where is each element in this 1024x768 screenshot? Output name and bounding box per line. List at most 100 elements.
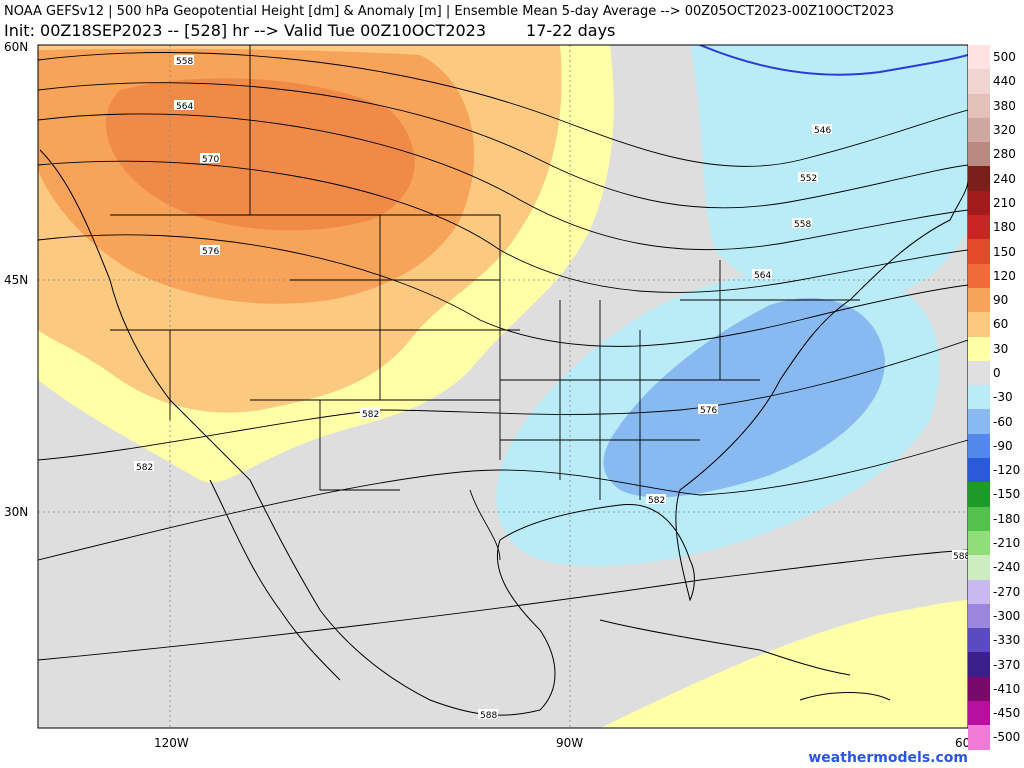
colorbar-swatch [968, 93, 990, 118]
lon-label-120w: 120W [154, 736, 189, 750]
colorbar-label: 150 [993, 244, 1016, 259]
colorbar-level: -270 [968, 579, 1024, 604]
colorbar-swatch [968, 69, 990, 94]
colorbar-label: -90 [993, 438, 1013, 453]
lon-label-90w: 90W [556, 736, 584, 750]
colorbar-label: -30 [993, 390, 1013, 405]
colorbar-level: -180 [968, 506, 1024, 531]
colorbar-level: -330 [968, 628, 1024, 653]
colorbar-label: -60 [993, 414, 1013, 429]
colorbar-label: 0 [993, 366, 1001, 380]
colorbar-label: 30 [993, 341, 1009, 356]
colorbar-level: -300 [968, 603, 1024, 629]
colorbar-label: 500 [993, 50, 1016, 65]
colorbar-swatch [968, 287, 990, 313]
coastlines [39, 149, 968, 716]
colorbar-label: 180 [993, 220, 1016, 235]
contour-label: 582 [362, 410, 379, 420]
colorbar-level: 320 [968, 117, 1024, 143]
colorbar-label: -120 [993, 463, 1021, 478]
colorbar-level: 210 [968, 190, 1024, 216]
colorbar-swatch [968, 506, 990, 531]
lat-label-45n: 45N [4, 273, 29, 287]
colorbar-swatch [968, 215, 990, 240]
colorbar-swatch [968, 555, 990, 580]
colorbar-swatch [968, 142, 990, 167]
colorbar-swatch [968, 117, 990, 143]
colorbar-label: -300 [993, 608, 1021, 623]
colorbar-swatch [968, 652, 990, 677]
height-contours [38, 45, 968, 661]
colorbar-level: -450 [968, 701, 1024, 726]
colorbar-level: 180 [968, 215, 1024, 240]
contour-label: 558 [794, 220, 811, 230]
colorbar-swatch [968, 190, 990, 216]
map-canvas: 558 564 570 576 582 582 546 552 558 564 … [37, 44, 968, 729]
colorbar-label: -240 [993, 560, 1021, 575]
title-line-2: Init: 00Z18SEP2023 -- [528] hr --> Valid… [4, 21, 615, 40]
colorbar-level: -240 [968, 555, 1024, 580]
colorbar-swatch [968, 263, 990, 288]
colorbar-level: 0 [968, 360, 1024, 386]
colorbar-level: -90 [968, 433, 1024, 459]
colorbar-swatch [968, 725, 990, 750]
colorbar-level: 240 [968, 166, 1024, 191]
colorbar-label: -180 [993, 511, 1021, 526]
colorbar-swatch [968, 409, 990, 434]
contour-label: 588 [480, 711, 497, 721]
contour-label: 564 [176, 102, 193, 112]
colorbar-swatch [968, 603, 990, 629]
negative-anomaly-60 [603, 298, 885, 498]
contour-labels: 558 564 570 576 582 582 546 552 558 564 … [134, 55, 968, 721]
contour-label: 564 [754, 271, 771, 281]
colorbar-swatch [968, 336, 990, 361]
colorbar-level: -60 [968, 409, 1024, 434]
credit-text: weathermodels.com [808, 750, 968, 766]
lon-label-60w: 60 [955, 736, 971, 750]
colorbar-label: 60 [993, 317, 1009, 332]
contour-label: 582 [136, 463, 153, 473]
colorbar-swatch [968, 530, 990, 556]
colorbar-swatch [968, 482, 990, 507]
colorbar-label: 320 [993, 123, 1016, 138]
contour-label: 552 [800, 174, 817, 184]
colorbar-level: 280 [968, 142, 1024, 167]
colorbar-label: -450 [993, 706, 1021, 721]
title-line-1: NOAA GEFSv12 | 500 hPa Geopotential Heig… [4, 4, 895, 19]
colorbar-level: 380 [968, 93, 1024, 118]
colorbar-label: 240 [993, 171, 1016, 186]
contour-label: 558 [176, 57, 193, 67]
colorbar-swatch [968, 701, 990, 726]
colorbar-label: -370 [993, 657, 1021, 672]
lead-range-text: 17-22 days [526, 21, 616, 40]
colorbar-swatch [968, 628, 990, 653]
colorbar-swatch [968, 360, 990, 386]
colorbar-level: -410 [968, 676, 1024, 702]
colorbar-label: 210 [993, 195, 1016, 210]
colorbar-level: -370 [968, 652, 1024, 677]
colorbar-label: -270 [993, 584, 1021, 599]
negative-anomaly-northeast [690, 45, 968, 300]
colorbar-level: -30 [968, 385, 1024, 410]
contour-label: 570 [202, 155, 219, 165]
colorbar-label: 380 [993, 98, 1016, 113]
colorbar-level: 90 [968, 287, 1024, 313]
contour-label: 576 [700, 406, 717, 416]
colorbar-label: 90 [993, 293, 1009, 308]
colorbar-level: 500 [968, 45, 1024, 70]
colorbar-swatch [968, 579, 990, 604]
colorbar-level: -210 [968, 530, 1024, 556]
map-frame [37, 44, 968, 729]
colorbar-level: -500 [968, 725, 1024, 750]
colorbar-level: -150 [968, 482, 1024, 507]
colorbar-label: 280 [993, 147, 1016, 162]
anomaly-colorbar: 500 440 380 320 280 240 210 180 150 120 90 60 30 0 -30… [968, 45, 1024, 750]
colorbar-swatch [968, 458, 990, 483]
colorbar-label: -410 [993, 681, 1021, 696]
positive-anomaly-120 [105, 78, 415, 231]
colorbar-level: 60 [968, 312, 1024, 337]
colorbar-label: 120 [993, 268, 1016, 283]
contour-label: 546 [814, 126, 831, 136]
colorbar-swatch [968, 312, 990, 337]
colorbar-level: 30 [968, 336, 1024, 361]
